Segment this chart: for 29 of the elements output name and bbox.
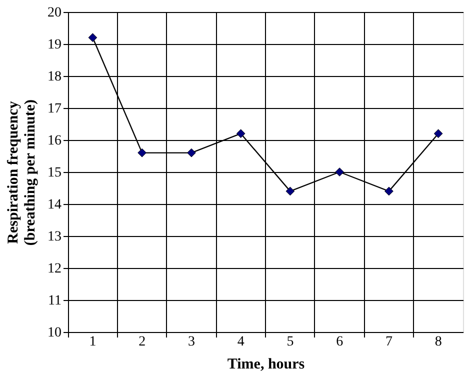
- x-tick-label: 5: [286, 334, 294, 350]
- y-tick-label: 12: [48, 262, 62, 276]
- x-tick-label: 8: [434, 334, 442, 350]
- y-axis-title: Respiration frequency (breathing per minute): [6, 99, 38, 246]
- y-tick-label: 20: [48, 6, 62, 20]
- x-tick-label: 2: [138, 334, 146, 350]
- x-tick-label: 6: [336, 334, 344, 350]
- point: [434, 129, 443, 138]
- y-tick-label: 19: [48, 38, 62, 52]
- y-tick-label: 15: [48, 166, 62, 180]
- x-tick-label: 7: [385, 334, 392, 350]
- point: [138, 148, 146, 158]
- x-tick-label: 4: [237, 334, 244, 350]
- point: [88, 33, 98, 42]
- y-tick-label: 18: [48, 70, 62, 84]
- y-tick-label: 11: [48, 294, 62, 308]
- point: [384, 186, 394, 196]
- point: [286, 186, 295, 196]
- point: [335, 168, 344, 176]
- point: [236, 129, 246, 138]
- y-tick-label: 14: [48, 198, 62, 212]
- y-tick-label: 17: [48, 102, 62, 116]
- x-tick-label: 3: [188, 334, 195, 350]
- y-tick-label: 10: [48, 326, 62, 340]
- x-axis-title: Time, hours: [227, 356, 305, 372]
- point: [187, 148, 196, 158]
- y-tick-label: 16: [48, 134, 62, 148]
- x-tick-label: 1: [89, 334, 96, 350]
- y-tick-label: 13: [48, 230, 62, 244]
